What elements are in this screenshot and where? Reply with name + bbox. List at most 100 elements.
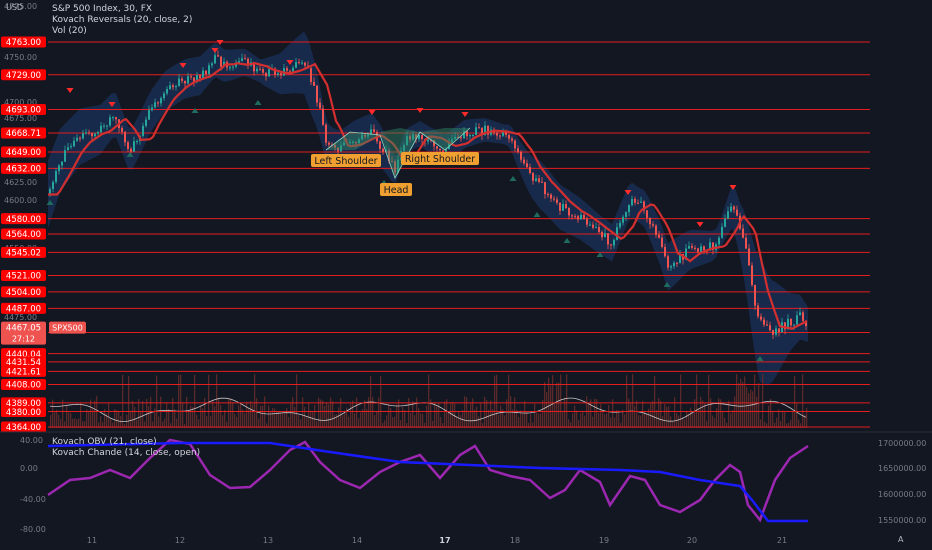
volume-bar — [744, 376, 746, 428]
candle-body — [784, 322, 786, 330]
volume-bar — [80, 401, 82, 428]
volume-bar — [202, 408, 204, 428]
candle-body — [442, 150, 444, 152]
symbol-line[interactable]: S&P 500 Index, 30, FX — [52, 4, 153, 14]
volume-bar — [424, 422, 426, 428]
volume-bar — [118, 411, 120, 428]
candle-body — [52, 181, 54, 190]
volume-bar — [716, 408, 718, 428]
candle-body — [643, 201, 645, 211]
volume-bar — [78, 418, 80, 428]
sell-marker — [211, 48, 219, 53]
candle-body — [211, 63, 213, 66]
oscillator-legend: Kovach OBV (21, close) Kovach Chande (14… — [52, 437, 200, 459]
volume-bar — [578, 420, 580, 428]
candle-body — [268, 69, 270, 77]
time-tick: 17 — [439, 536, 450, 545]
candle-body — [160, 98, 162, 104]
buy-marker — [46, 200, 54, 205]
candle-body — [550, 194, 552, 199]
candle-body — [712, 242, 714, 250]
level-label-bg — [1, 36, 46, 48]
volume-bar — [494, 375, 496, 428]
candle-body — [454, 136, 456, 140]
candle-body — [349, 141, 351, 143]
candle-body — [496, 132, 498, 136]
volume-bar — [298, 415, 300, 428]
volume-bar — [306, 417, 308, 428]
candle-body — [439, 148, 441, 151]
volume-bar — [764, 421, 766, 428]
volume-bar — [82, 421, 84, 428]
candle-body — [367, 134, 369, 137]
right-shoulder-label: Right Shoulder — [405, 154, 475, 165]
candle-body — [193, 77, 195, 82]
volume-bar — [218, 398, 220, 428]
indicator-kovach-chande[interactable]: Kovach Chande (14, close, open) — [52, 448, 201, 458]
volume-bar — [688, 413, 690, 428]
candle-body — [55, 171, 57, 182]
volume-bar — [112, 422, 114, 428]
volume-bar — [412, 401, 414, 428]
volume-bar — [376, 411, 378, 428]
volume-bar — [748, 393, 750, 428]
candle-body — [370, 129, 372, 135]
volume-bar — [444, 401, 446, 428]
volume-bar — [58, 414, 60, 428]
candle-body — [241, 58, 243, 62]
volume-bar — [120, 415, 122, 428]
volume-bar — [794, 375, 796, 428]
volume-bar — [430, 399, 432, 428]
indicator-kovach-obv[interactable]: Kovach OBV (21, close) — [52, 437, 157, 447]
volume-bar — [596, 399, 598, 428]
candle-body — [478, 127, 480, 129]
candle-body — [556, 199, 558, 203]
candle-body — [658, 234, 660, 238]
volume-bar — [456, 416, 458, 428]
candle-body — [448, 142, 450, 150]
volume-bar — [606, 413, 608, 428]
volume-bar — [342, 414, 344, 428]
level-label: 4632.00 — [6, 165, 41, 175]
candle-body — [805, 320, 807, 327]
level-label: 4693.00 — [6, 106, 41, 116]
candle-body — [319, 102, 321, 109]
candle-body — [151, 107, 153, 111]
candle-body — [148, 110, 150, 120]
volume-bar — [354, 413, 356, 428]
volume-bar — [392, 417, 394, 428]
candle-body — [799, 312, 801, 316]
volume-bar — [700, 396, 702, 428]
volume-bar — [436, 406, 438, 428]
volume-bar — [736, 374, 738, 428]
volume-bar — [674, 397, 676, 428]
level-label: 4408.00 — [6, 381, 41, 391]
candle-body — [484, 125, 486, 136]
candle-body — [358, 139, 360, 144]
candle-body — [553, 198, 555, 200]
volume-bar — [124, 423, 126, 428]
candle-body — [244, 58, 246, 60]
volume-bar — [272, 407, 274, 428]
candle-body — [70, 146, 72, 148]
volume-bar — [570, 422, 572, 428]
auto-scale-button[interactable]: A — [898, 535, 904, 544]
level-label: 4487.00 — [6, 305, 41, 315]
volume-bar — [246, 401, 248, 428]
indicator-kovach-reversals[interactable]: Kovach Reversals (20, close, 2) — [52, 15, 193, 25]
candle-body — [565, 204, 567, 208]
volume-bar — [60, 418, 62, 428]
volume-bar — [398, 399, 400, 428]
chande-tick: -40.00 — [20, 495, 46, 504]
candle-body — [445, 149, 447, 152]
volume-bar — [664, 404, 666, 428]
ma-line — [48, 62, 808, 330]
volume-bar — [540, 413, 542, 428]
candle-body — [667, 256, 669, 268]
volume-bar — [196, 414, 198, 428]
indicator-volume[interactable]: Vol (20) — [52, 26, 87, 36]
candle-body — [409, 136, 411, 140]
candle-body — [526, 163, 528, 168]
candle-body — [334, 144, 336, 148]
